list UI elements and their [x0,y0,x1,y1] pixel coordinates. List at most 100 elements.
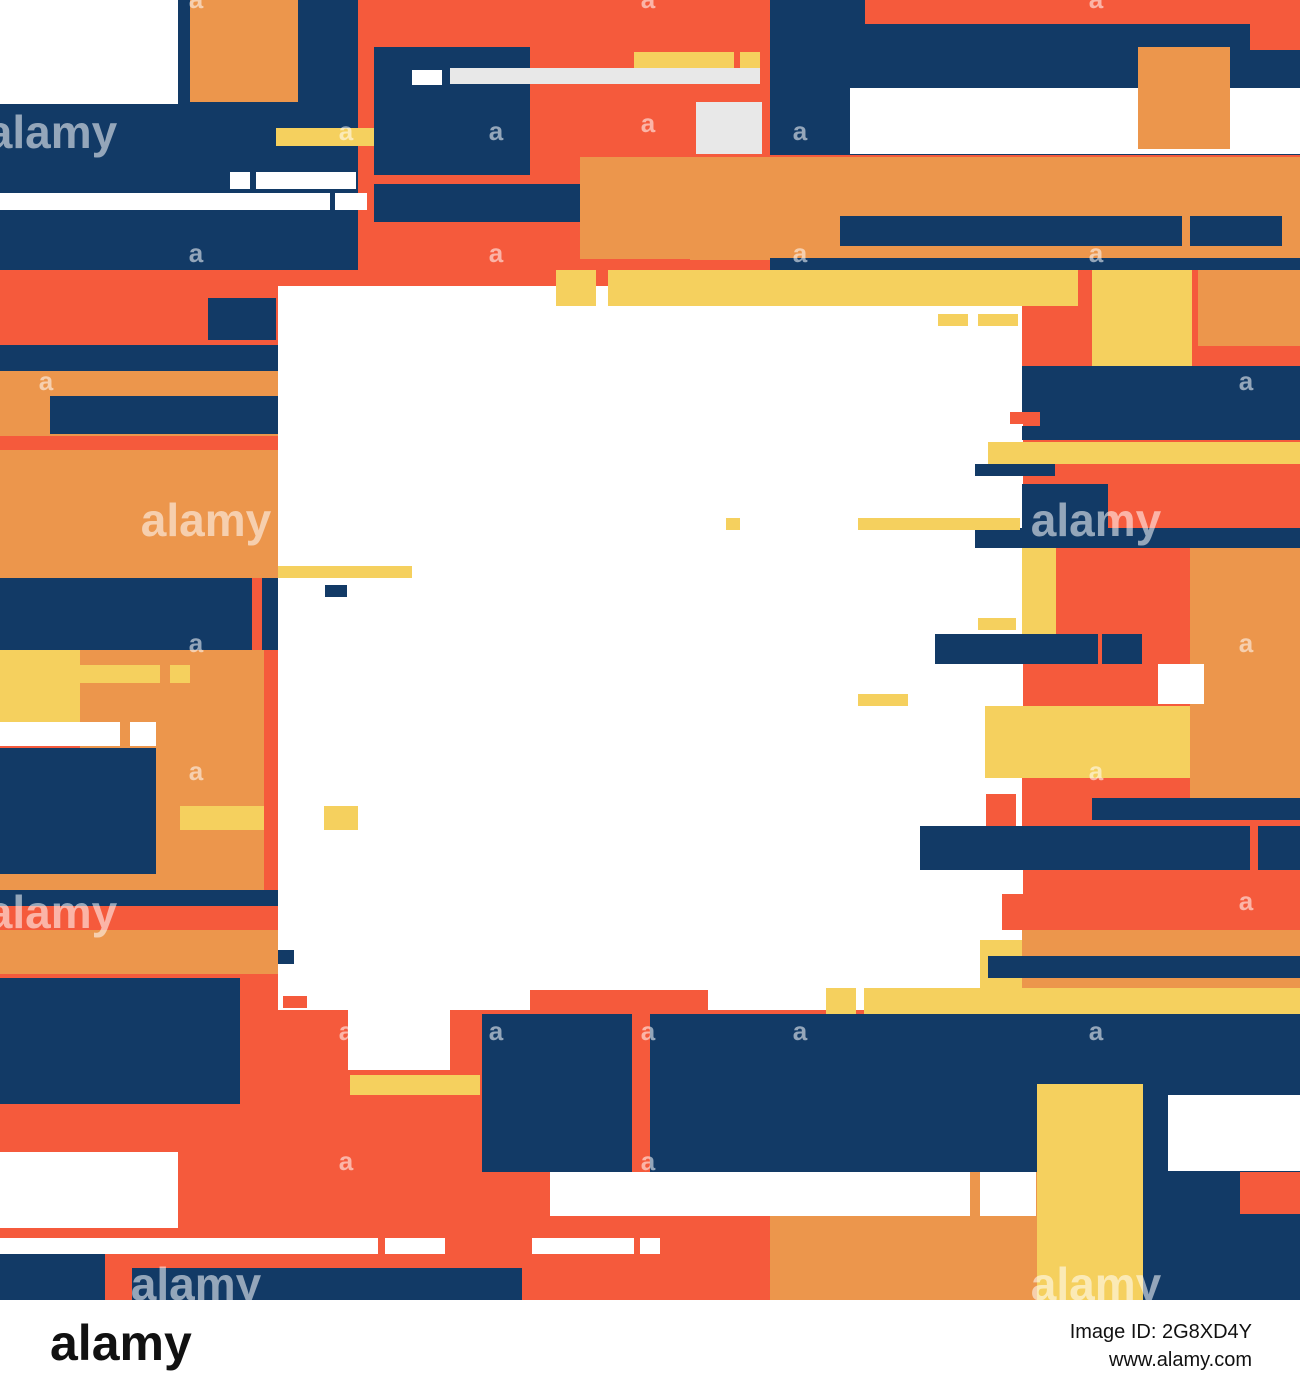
watermark-mark: a [189,238,204,268]
block [985,706,1190,778]
footer-url: www.alamy.com [1108,1349,1252,1371]
block [550,1172,970,1216]
block [726,518,740,530]
block [0,874,80,894]
block [0,1238,378,1254]
watermark-mark: a [641,0,656,14]
watermark-mark: a [489,238,504,268]
watermark-mark: a [1089,756,1104,786]
block [1092,798,1300,820]
block [450,68,760,84]
watermark-mark: a [339,1146,354,1176]
block [80,665,160,683]
block [938,314,968,326]
block [988,442,1300,464]
artwork [0,0,1300,1300]
block [850,88,1300,154]
block [0,978,240,1104]
block [335,193,367,210]
watermark-mark: a [793,116,808,146]
block [986,794,1016,826]
block [482,1014,632,1172]
block [0,0,180,104]
block [278,950,294,964]
block [556,270,596,306]
block [208,298,276,340]
block [858,518,1020,530]
block [0,436,298,450]
block [1022,366,1300,412]
block [1258,826,1300,870]
block [975,464,1055,476]
block [1037,1084,1143,1300]
watermark-mark: a [641,1146,656,1176]
image-id: Image ID: 2G8XD4Y [1070,1321,1252,1343]
footer-bar [0,1300,1300,1390]
block [1240,1172,1300,1214]
watermark-mark: a [489,1016,504,1046]
block [170,665,190,683]
watermark-mark: a [489,628,504,658]
block [975,528,1300,548]
watermark-mark: a [1239,366,1254,396]
block [0,578,252,650]
block [350,1075,480,1095]
block [1022,426,1300,440]
footer-logo: alamy [50,1315,192,1371]
block [278,286,1023,1010]
block [1198,350,1300,366]
block [1158,664,1204,704]
block [0,650,80,730]
block [1022,306,1080,376]
block [230,172,250,189]
block [1040,412,1300,426]
block [256,172,356,189]
block [920,826,1250,870]
block [865,0,1300,24]
block [935,634,1098,664]
watermark-mark: a [1089,0,1104,14]
block [0,345,290,371]
block [1010,412,1040,424]
watermark-mark: a [1089,1016,1104,1046]
block [0,722,120,746]
block [826,988,856,1014]
block [0,1152,178,1228]
block [276,128,376,146]
block [740,52,760,68]
block [980,1172,1036,1216]
watermark-brand: alamy [0,886,118,938]
block [634,52,734,68]
watermark-mark: a [641,1016,656,1046]
watermark-mark: a [793,628,808,658]
block [608,270,1078,306]
watermark-brand: alamy [0,106,118,158]
watermark-mark: a [1239,886,1254,916]
block [1198,270,1300,346]
watermark-mark: a [793,238,808,268]
block [1002,894,1300,930]
block [325,585,347,597]
block [348,1008,450,1070]
block [130,722,156,746]
block [978,618,1016,630]
block [532,1238,634,1254]
block [1190,548,1300,798]
watermark-mark: a [189,0,204,14]
block [840,216,1182,246]
block [1190,216,1282,246]
block [640,1238,660,1254]
watermark-mark: a [641,108,656,138]
watermark-mark: a [339,116,354,146]
watermark-mark: a [39,366,54,396]
watermark-mark: a [1239,628,1254,658]
block [374,47,530,175]
block [1168,1095,1300,1171]
watermarks: alamyalamyalamyalamyalamyalamyaaaaaaaaaa… [0,0,1254,1176]
block [412,70,442,85]
block [988,956,1300,978]
watermark-mark: a [1239,116,1254,146]
watermark-brand: alamy [141,494,272,546]
